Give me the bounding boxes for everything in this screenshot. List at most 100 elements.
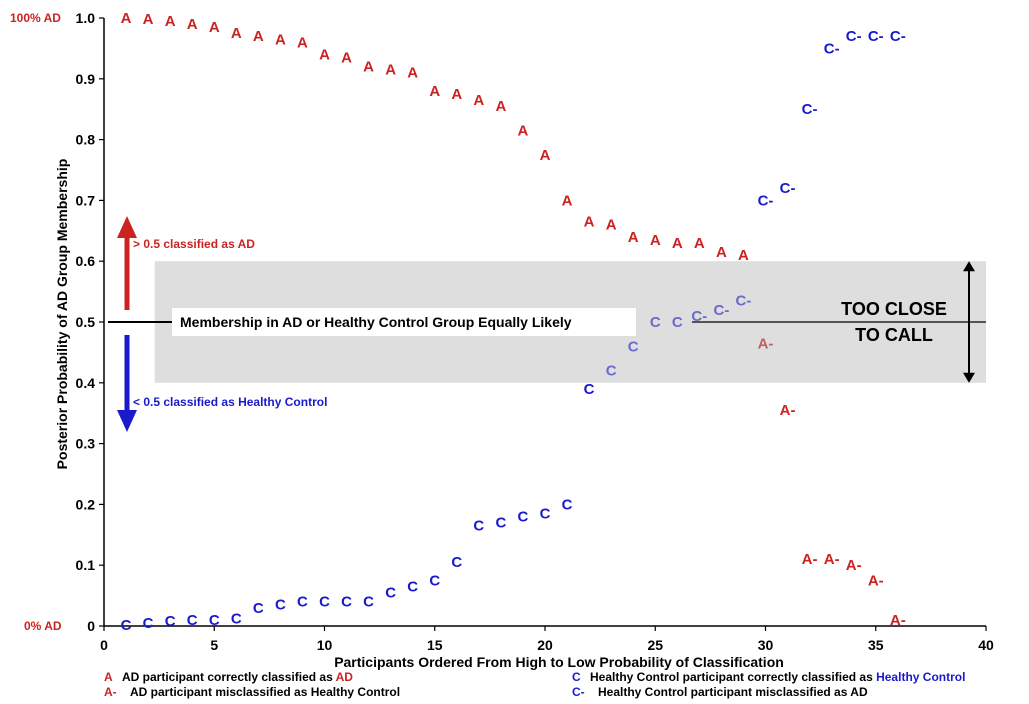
data-point-ad-correct: A [341,50,352,67]
up-arrow-head [117,216,137,238]
data-point-ad-correct: A [231,25,242,42]
data-point-control-misclassified: C- [868,28,884,45]
data-point-control-misclassified: C- [802,101,818,118]
data-point-ad-correct: A [253,28,264,45]
x-tick-label: 15 [427,637,443,653]
legend-text: Healthy Control participant correctly cl… [590,670,965,684]
y-end-label-bottom: 0% AD [24,619,62,633]
data-point-control-correct: C [562,496,573,513]
y-tick-label: 0.6 [76,253,96,269]
data-point-ad-misclassified: A- [846,557,862,574]
x-tick-label: 10 [317,637,333,653]
data-point-ad-correct: A [716,244,727,261]
y-axis-title: Posterior Probability of AD Group Member… [54,159,70,470]
data-point-ad-misclassified: A- [824,551,840,568]
legend-text: AD participant correctly classified as A… [122,670,353,684]
range-arrow-head-bottom [963,372,975,383]
data-point-control-correct: C [407,578,418,595]
data-point-control-correct: C [341,594,352,611]
y-tick-label: 0.7 [76,192,96,208]
above-threshold-label: > 0.5 classified as AD [133,237,255,251]
y-tick-label: 0.4 [76,375,96,391]
data-point-ad-correct: A [429,83,440,100]
range-arrow-head-top [963,261,975,272]
legend-text: AD participant misclassified as Healthy … [130,685,400,699]
data-point-ad-correct: A [209,19,220,36]
too-close-label-line1: TOO CLOSE [841,299,947,319]
data-point-ad-correct: A [694,235,705,252]
y-tick-label: 0.1 [76,557,96,573]
legend-text-main: AD participant misclassified as Healthy … [130,685,400,699]
x-axis-title: Participants Ordered From High to Low Pr… [334,654,784,670]
data-point-ad-correct: A [584,214,595,231]
data-point-control-correct: C [518,509,529,526]
data-point-control-misclassified: C- [824,40,840,57]
data-point-ad-correct: A [297,34,308,51]
data-point-control-correct: C [275,597,286,614]
data-point-control-correct: C [628,338,639,355]
legend-marker: A- [104,685,117,699]
data-point-control-correct: C [363,594,374,611]
y-tick-label: 0 [87,618,95,634]
data-point-ad-correct: A [672,235,683,252]
data-point-ad-correct: A [187,16,198,33]
y-tick-label: 0.3 [76,436,96,452]
data-point-ad-correct: A [473,92,484,109]
data-point-ad-correct: A [606,217,617,234]
legend-text: Healthy Control participant misclassifie… [598,685,868,699]
data-point-ad-correct: A [165,13,176,30]
data-point-control-correct: C [584,381,595,398]
data-point-ad-correct: A [319,46,330,63]
data-point-control-correct: C [231,611,242,628]
data-point-ad-misclassified: A- [802,551,818,568]
axes: 0 5 10 15 20 25 30 35 40 0 0.1 0.2 0.3 0.4 0.5 0.6 0.7 0.… [10,10,994,670]
data-point-ad-correct: A [275,31,286,48]
data-point-ad-misclassified: A- [758,335,774,352]
data-point-ad-misclassified: A- [868,572,884,589]
data-point-control-correct: C [319,594,330,611]
data-point-ad-correct: A [562,192,573,209]
data-point-ad-correct: A [143,11,154,28]
x-tick-label: 25 [647,637,663,653]
annotations: Membership in AD or Healthy Control Grou… [108,216,986,432]
data-point-ad-correct: A [650,232,661,249]
data-point-control-correct: C [672,314,683,331]
equal-label-box [172,308,636,336]
y-end-label-top: 100% AD [10,11,61,25]
legend-marker: A [104,670,113,684]
legend-text-main: AD participant correctly classified as [122,670,336,684]
equal-likely-label: Membership in AD or Healthy Control Grou… [180,314,572,330]
legend-marker: C [572,670,581,684]
data-point-control-correct: C [650,314,661,331]
data-point-control-correct: C [253,600,264,617]
data-point-ad-correct: A [540,147,551,164]
y-tick-label: 1.0 [76,10,96,26]
legend-text-main: Healthy Control participant correctly cl… [590,670,876,684]
data-point-control-misclassified: C- [846,28,862,45]
data-point-control-correct: C [429,572,440,589]
data-point-control-misclassified: C- [758,192,774,209]
data-point-control-misclassified: C- [713,302,729,319]
y-tick-label: 0.9 [76,71,96,87]
data-point-control-correct: C [209,612,220,629]
legend: A AD participant correctly classified as … [104,670,965,699]
data-point-control-correct: C [473,518,484,535]
data-point-control-correct: C [451,554,462,571]
x-tick-label: 40 [978,637,994,653]
legend-text-main: Healthy Control participant misclassifie… [598,685,868,699]
data-point-control-misclassified: C- [736,293,752,310]
y-tick-label: 0.8 [76,132,96,148]
legend-text-highlight: Healthy Control [876,670,965,684]
below-threshold-label: < 0.5 classified as Healthy Control [133,395,327,409]
data-point-control-correct: C [121,617,132,634]
data-point-ad-correct: A [518,122,529,139]
data-point-control-correct: C [606,363,617,380]
data-point-ad-correct: A [495,98,506,115]
data-point-ad-correct: A [628,229,639,246]
data-point-control-misclassified: C- [691,308,707,325]
data-point-control-correct: C [495,515,506,532]
x-tick-label: 20 [537,637,553,653]
data-point-ad-correct: A [738,247,749,264]
legend-marker: C- [572,685,585,699]
